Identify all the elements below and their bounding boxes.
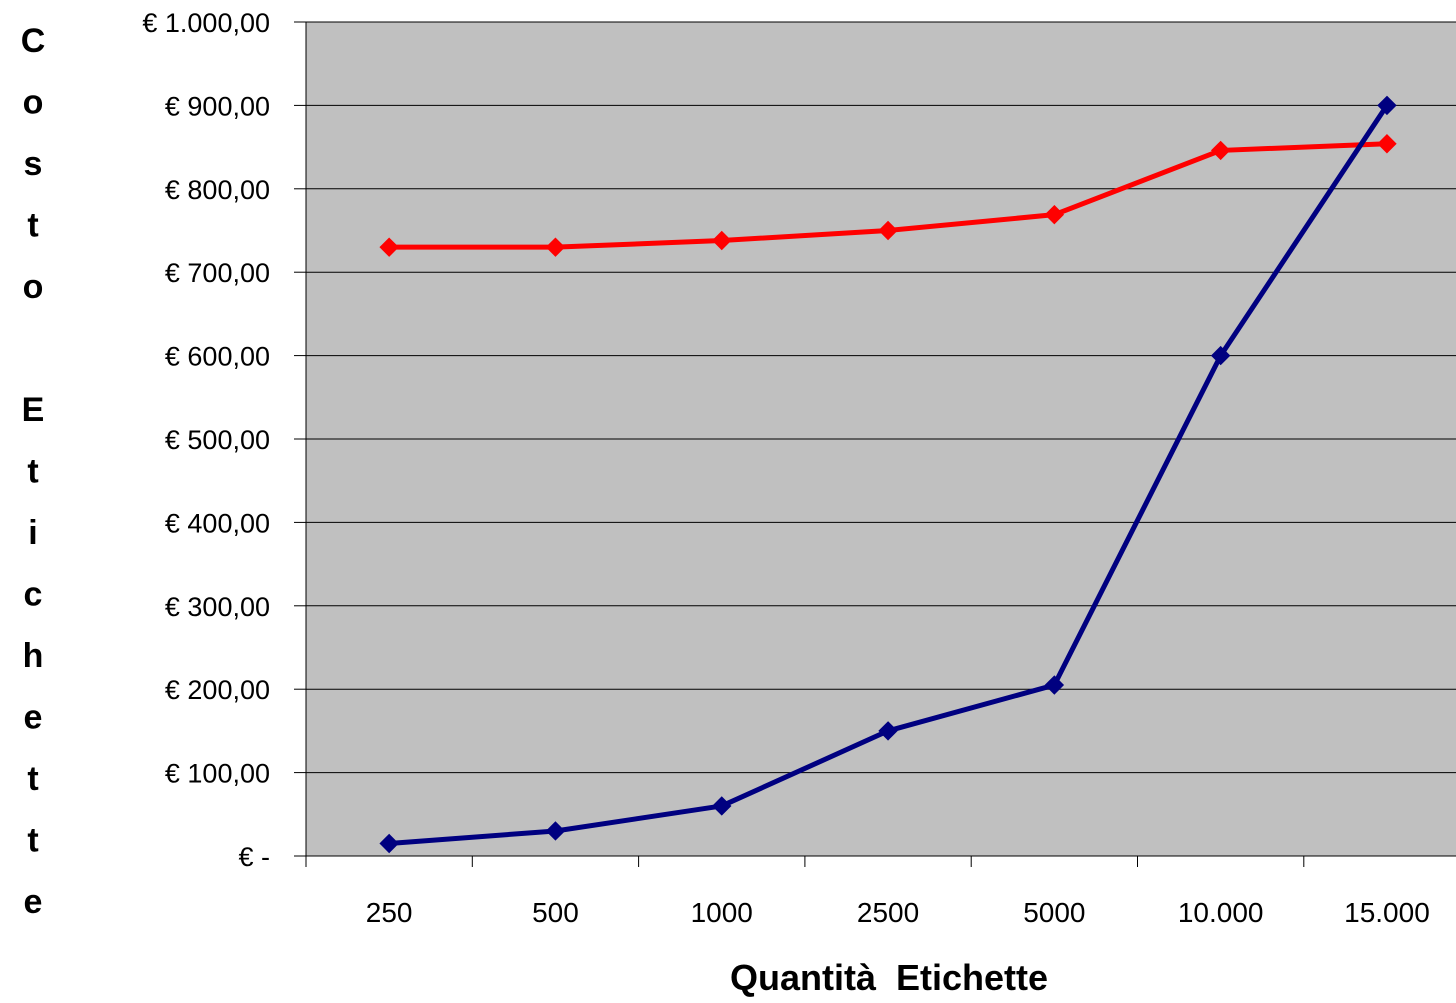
y-tick-label: € 1.000,00 [142, 8, 270, 38]
y-axis-title-char: c [24, 576, 43, 614]
data-point-marker [712, 230, 732, 251]
data-point-marker [545, 821, 566, 841]
data-point-marker [1377, 95, 1397, 116]
y-axis-title-char: i [28, 514, 37, 552]
data-point-marker [712, 796, 732, 816]
x-tick-label: 250 [366, 897, 413, 928]
data-point-marker [1044, 204, 1065, 225]
x-tick-label: 10.000 [1178, 897, 1264, 928]
y-axis-title-char: e [24, 699, 43, 737]
x-axis-title: Quantità Etichette [730, 957, 1048, 998]
axes [294, 21, 1456, 867]
x-tick-labels: 250 500 1000 2500 5000 10.000 15.000 [366, 897, 1430, 928]
y-tick-label: € 200,00 [165, 675, 270, 705]
y-axis-title-char: s [24, 145, 43, 183]
data-point-marker [878, 721, 898, 741]
y-tick-label: € 300,00 [165, 592, 270, 622]
y-axis-title-char: h [23, 637, 44, 675]
y-tick-label: € 100,00 [165, 759, 270, 789]
data-point-marker [878, 220, 898, 241]
data-point-marker [379, 237, 399, 257]
y-tick-label: € 500,00 [165, 425, 270, 455]
x-tick-label: 15.000 [1344, 897, 1430, 928]
series-lines [379, 95, 1397, 854]
x-tick-label: 500 [532, 897, 579, 928]
y-axis-title-char: o [23, 84, 44, 122]
data-point-marker [1044, 675, 1065, 695]
y-tick-label: € 800,00 [165, 175, 270, 205]
grid-lines [306, 21, 1456, 774]
y-tick-label: € 400,00 [165, 508, 270, 538]
data-point-marker [1210, 345, 1231, 366]
y-axis-title-char: t [27, 453, 38, 491]
y-tick-label: € 700,00 [165, 258, 270, 288]
x-tick-label: 2500 [857, 897, 919, 928]
y-tick-label: € 600,00 [165, 342, 270, 372]
y-axis-title-char: e [24, 883, 43, 921]
y-axis-title-char: t [27, 760, 38, 798]
data-point-marker [1377, 134, 1397, 154]
y-axis-title-char: o [23, 268, 44, 306]
y-axis-title-char: C [21, 22, 46, 60]
y-axis-title-char: E [22, 391, 45, 429]
y-tick-labels: € - € 100,00 € 200,00 € 300,00 € 400,00 € 500… [142, 8, 270, 872]
data-point-marker [379, 833, 399, 854]
data-point-marker [545, 237, 566, 257]
x-tick-label: 5000 [1023, 897, 1085, 928]
y-axis-title-char: t [27, 822, 38, 860]
data-point-marker [1210, 140, 1231, 161]
y-tick-label: € 900,00 [165, 91, 270, 121]
y-tick-label: € - [238, 842, 270, 872]
x-tick-label: 1000 [691, 897, 753, 928]
y-axis-title-char: t [27, 207, 38, 245]
